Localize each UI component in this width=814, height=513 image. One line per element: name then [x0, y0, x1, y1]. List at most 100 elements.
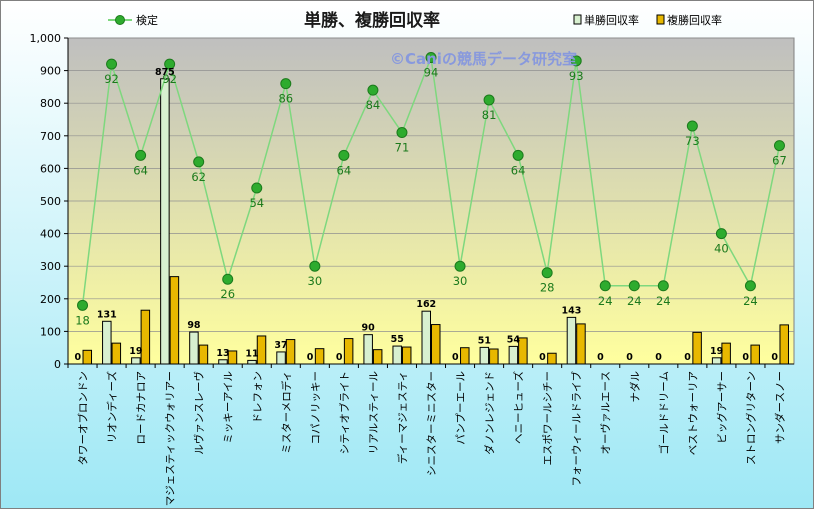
bar-win [508, 345, 519, 365]
bar-win [131, 357, 141, 365]
x-tick-label: リアルスティール [368, 371, 380, 454]
x-tick-label: タワーオブロンドン [77, 371, 90, 466]
y-tick-label: 200 [40, 293, 61, 306]
line-point [483, 94, 495, 106]
bar-place [721, 342, 731, 365]
bar-win [392, 345, 402, 365]
line-point [367, 84, 379, 96]
bar-place [140, 309, 151, 365]
y-tick-label: 900 [40, 65, 61, 78]
bar-place [169, 276, 180, 365]
bar-place [547, 352, 557, 365]
bar-win [479, 346, 490, 365]
legend-label-place: 複勝回収率 [667, 13, 722, 27]
line-point-label: 40 [714, 242, 729, 256]
line-point-label: 92 [104, 72, 119, 86]
line-point-label: 67 [772, 154, 787, 168]
line-point [106, 58, 118, 70]
bar-win-label: 51 [478, 335, 491, 346]
bar-win-label: 0 [626, 352, 633, 363]
line-point [570, 55, 582, 67]
bar-win [363, 334, 373, 365]
line-point [164, 58, 176, 70]
line-point-label: 30 [453, 274, 468, 288]
legend-line-marker [115, 15, 125, 25]
bar-win-label: 0 [539, 352, 546, 363]
bar-win-label: 143 [562, 305, 582, 316]
x-tick-label: ルヴァンスレーヴ [193, 371, 206, 455]
y-tick-label: 800 [40, 97, 61, 110]
bar-win-label: 98 [187, 320, 201, 331]
line-point [251, 182, 263, 194]
x-tick-label: サンダースノー [773, 371, 786, 444]
bar-place [460, 347, 470, 365]
line-point-label: 92 [162, 72, 177, 86]
bar-win [247, 359, 257, 365]
bar-win [421, 310, 431, 365]
line-point [773, 140, 785, 152]
y-tick-label: 500 [40, 195, 61, 208]
legend-swatch-win [573, 14, 582, 25]
line-point [425, 52, 437, 64]
x-tick-label: パンプーエール [455, 371, 467, 445]
y-tick-label: 1,000 [30, 32, 62, 45]
bar-place [343, 338, 354, 365]
y-axis-ticks: 0 100 200 300 400 500 600 700 800 900 1,000 [30, 32, 62, 371]
bar-win [218, 359, 228, 365]
line-point-label: 71 [395, 141, 410, 155]
bar-win [566, 316, 577, 365]
x-axis-ticks: タワーオブロンドン リオンディーズ ロードカナロア マジェスティックウォリアー ルヴァン… [67, 364, 786, 506]
bar-win-label: 0 [597, 352, 604, 363]
bar-win [711, 357, 722, 365]
bar-place [111, 342, 122, 365]
bar-win-label: 162 [416, 299, 436, 310]
bar-win-label: 13 [216, 348, 229, 359]
line-point-label: 24 [598, 294, 613, 308]
bar-win-label: 0 [74, 352, 81, 363]
bar-place [779, 324, 789, 365]
bar-win-label: 875 [155, 67, 175, 78]
bar-win-label: 0 [771, 352, 778, 363]
data-labels: 0 131 19 875 98 13 11 37 0 0 90 55 162 0 51 54 0 143 0 0 0 0 1… [74, 66, 786, 363]
x-tick-label: ビッグアーサー [715, 371, 728, 444]
bar-place [198, 344, 209, 365]
line-point [222, 273, 234, 285]
line-point [193, 156, 205, 168]
line-point-label: 54 [249, 196, 264, 210]
line-point [744, 280, 756, 292]
x-tick-label: コパノリッキー [310, 371, 322, 445]
bar-place [431, 324, 441, 365]
x-tick-label: ナダル [628, 371, 641, 403]
x-tick-label: ミスターメロディ [280, 371, 293, 454]
bar-win [102, 320, 112, 365]
line-point [280, 78, 292, 90]
bar-win-label: 19 [129, 346, 142, 357]
x-tick-label: ディーマジェスティ [396, 371, 409, 464]
bar-win [160, 78, 170, 365]
line-point-label: 73 [685, 134, 700, 148]
x-tick-label: マジェスティックウォリアー [165, 371, 177, 506]
bar-win-label: 0 [336, 352, 343, 363]
line-point-label: 94 [424, 66, 439, 80]
bar-place [82, 349, 93, 365]
x-tick-label: フォーウィールドライブ [570, 371, 583, 487]
legend-label-line: 検定 [136, 13, 158, 27]
legend: 検定 単勝回収率 複勝回収率 [108, 13, 722, 27]
y-tick-label: 700 [40, 130, 61, 143]
x-tick-label: ダノンレジェンド [483, 371, 496, 455]
bar-win-label: 11 [245, 348, 258, 359]
line-point-label: 24 [656, 294, 671, 308]
line-point [686, 120, 698, 132]
y-tick-label: 100 [40, 325, 61, 338]
bar-win [276, 351, 286, 365]
bar-win-label: 0 [684, 352, 691, 363]
bar-win-label: 37 [274, 340, 287, 351]
x-tick-label: ベストウォーリア [687, 371, 699, 455]
bar-place [518, 337, 528, 365]
line-point-label: 28 [540, 281, 555, 295]
legend-swatch-place [656, 14, 665, 25]
x-tick-label: リオンディーズ [106, 371, 119, 443]
x-tick-label: ドレフォン [252, 371, 264, 424]
line-point-label: 86 [278, 92, 293, 106]
